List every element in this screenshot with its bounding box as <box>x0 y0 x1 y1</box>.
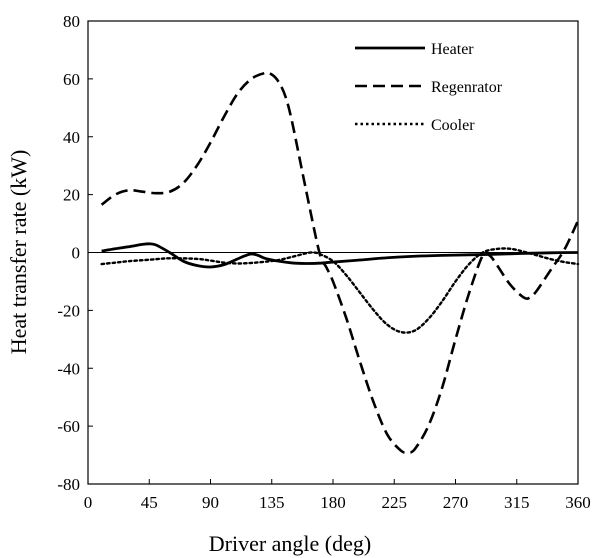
legend: Heater Regenrator Cooler <box>355 41 503 134</box>
y-tick-label: 40 <box>63 128 80 147</box>
axis-ticks <box>87 20 579 485</box>
y-axis-title: Heat transfer rate (kW) <box>6 150 31 355</box>
x-tick-label: 90 <box>202 493 219 512</box>
series-group <box>100 71 580 454</box>
x-tick-label: 180 <box>320 493 346 512</box>
y-tick-label: -60 <box>57 417 80 436</box>
legend-label-regenrator: Regenrator <box>431 79 503 96</box>
y-tick-label: -80 <box>57 475 80 494</box>
y-tick-label: 60 <box>63 70 80 89</box>
series-line-cooler <box>100 247 580 334</box>
x-tick-label: 225 <box>382 493 408 512</box>
x-tick-label: 360 <box>565 493 591 512</box>
series-line-regenrator <box>100 71 580 454</box>
axis-tick-labels: 0 45 90 135 180 225 270 315 360 -80 -60 -40 -20 0 20 40… <box>57 12 590 512</box>
y-tick-label: -40 <box>57 359 80 378</box>
y-tick-label: 0 <box>72 244 81 263</box>
y-tick-label: -20 <box>57 301 80 320</box>
x-axis-title: Driver angle (deg) <box>209 531 371 556</box>
series-line-heater <box>101 242 579 269</box>
y-tick-label: 20 <box>63 186 80 205</box>
y-tick-label: 80 <box>63 12 80 31</box>
x-tick-label: 315 <box>504 493 530 512</box>
legend-label-cooler: Cooler <box>431 117 475 134</box>
x-tick-label: 270 <box>443 493 469 512</box>
x-tick-label: 45 <box>141 493 158 512</box>
legend-label-heater: Heater <box>431 41 474 58</box>
x-tick-label: 0 <box>84 493 93 512</box>
x-tick-label: 135 <box>259 493 285 512</box>
